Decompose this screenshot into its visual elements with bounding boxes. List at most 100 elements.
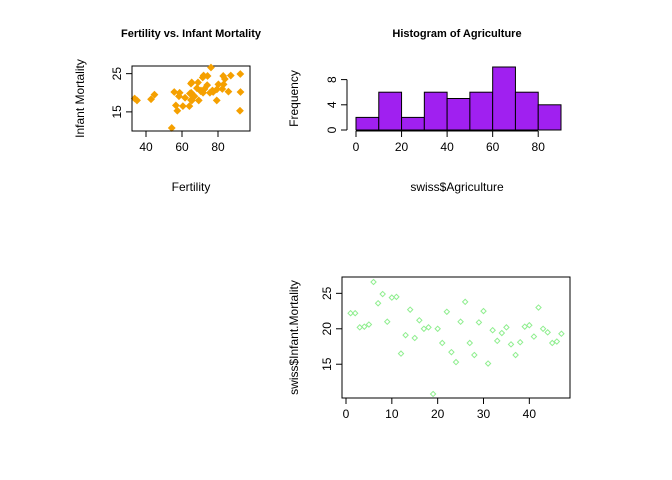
chart3-point	[548, 339, 556, 347]
chart3-point	[489, 326, 496, 334]
chart3-point	[484, 360, 492, 367]
chart3-point	[388, 294, 396, 301]
chart2-bar	[492, 66, 516, 131]
panel-infant-mortality-index: 0 10 20 30 40 15 20 25 swiss$Infant.Mortality	[287, 276, 571, 421]
chart3-point	[503, 324, 510, 331]
chart_data.2-x-tick-label: 40	[523, 407, 537, 421]
chart3-point	[471, 351, 478, 359]
chart1-point	[187, 96, 195, 104]
chart1-point	[219, 72, 228, 80]
chart_data.2-x-tick-label: 0	[343, 407, 350, 421]
chart3-point	[420, 325, 428, 333]
chart3-point	[383, 318, 391, 326]
chart3-point	[507, 341, 515, 348]
chart3-point	[516, 338, 524, 346]
chart_data.1-x-tick-label: 80	[532, 140, 546, 154]
chart3-point	[452, 358, 460, 366]
chart3-point	[461, 298, 469, 306]
chart2-bar	[446, 98, 471, 131]
chart1-point	[212, 96, 221, 105]
chart2-bar	[401, 116, 425, 131]
chart1-x-axis: 40 60 80	[139, 130, 225, 154]
chart_data.2-x-tick-label: 20	[431, 407, 445, 421]
chart3-x-axis: 0 10 20 30 40	[343, 397, 537, 421]
chart3-point	[425, 324, 432, 331]
chart3-point	[558, 330, 565, 338]
chart3-point	[365, 321, 373, 328]
chart2-bar	[423, 91, 448, 131]
chart_data.1-y-tick-label: 0	[325, 126, 339, 133]
chart1-point	[218, 85, 227, 93]
chart1-point	[150, 90, 159, 99]
chart3-point	[480, 307, 487, 315]
chart1-x-label: Fertility	[172, 180, 211, 194]
chart1-point	[226, 71, 235, 80]
chart3-point	[539, 325, 547, 333]
chart1-point	[147, 95, 155, 104]
chart1-point	[236, 70, 245, 78]
chart1-y-label: Infant Mortality	[73, 59, 87, 138]
chart1-point	[207, 63, 215, 72]
chart2-bar	[469, 91, 494, 131]
chart_data.0-x-tick-label: 60	[175, 140, 189, 154]
chart3-y-label: swiss$Infant.Mortality	[287, 280, 301, 395]
chart2-y-label: Frequency	[287, 70, 301, 127]
panel-fertility-scatter: Fertility vs. Infant Mortality 40 60 80 15…	[73, 28, 262, 194]
chart3-point	[429, 390, 437, 398]
chart1-point	[173, 106, 182, 115]
chart3-point	[521, 323, 529, 330]
chart1-point	[186, 89, 194, 98]
chart1-point	[185, 102, 194, 111]
chart1-point	[175, 88, 184, 97]
chart_data.2-y-tick-label: 15	[320, 357, 334, 371]
chart1-point	[194, 96, 203, 105]
chart1-point	[236, 88, 245, 96]
chart3-point	[347, 309, 354, 317]
chart1-point	[130, 94, 139, 103]
chart_data.1-x-tick-label: 60	[486, 140, 500, 154]
chart_data.2-y-tick-label: 20	[320, 322, 334, 336]
chart3-point	[493, 337, 501, 345]
chart2-bar	[355, 116, 380, 131]
chart1-point	[187, 78, 196, 87]
chart3-point	[374, 299, 382, 307]
chart_data.2-y-tick-label: 25	[320, 286, 334, 300]
chart_data.1-x-tick-label: 20	[395, 140, 409, 154]
chart1-point	[236, 106, 244, 115]
chart3-point	[438, 339, 446, 347]
chart3-point	[411, 334, 419, 342]
chart1-point	[167, 124, 176, 132]
chart1-point	[170, 88, 179, 96]
chart3-point	[544, 329, 551, 336]
chart_data.0-x-tick-label: 40	[139, 140, 153, 154]
chart_data.1-y-tick-label: 4	[325, 101, 339, 108]
chart2-y-axis: 0 4 8	[325, 76, 348, 133]
panel-agriculture-histogram: Histogram of Agriculture 0 20 40 60 80 0 4 8 s…	[287, 28, 562, 194]
chart2-bar	[537, 104, 562, 131]
chart1-point	[196, 87, 205, 96]
chart_data.0-y-tick-label: 25	[110, 67, 124, 81]
chart1-point	[194, 78, 202, 87]
chart_data.1-x-tick-label: 0	[353, 140, 360, 154]
chart3-y-axis: 15 20 25	[320, 286, 343, 371]
chart2-bar	[514, 91, 539, 131]
chart_data.2-x-tick-label: 30	[477, 407, 491, 421]
chart3-point	[526, 321, 533, 329]
chart3-point	[351, 309, 359, 317]
chart_data.1-x-tick-label: 40	[440, 140, 454, 154]
chart3-point	[466, 339, 474, 347]
chart3-point	[361, 323, 368, 330]
chart3-point	[535, 304, 542, 311]
chart1-point	[213, 85, 221, 94]
chart1-point	[171, 101, 180, 110]
chart1-point	[198, 73, 207, 82]
chart3-point	[356, 324, 364, 331]
chart3-point	[379, 290, 386, 298]
chart1-point	[193, 84, 201, 93]
chart3-point	[393, 293, 400, 301]
chart_data.0-y-tick-label: 15	[110, 105, 124, 119]
chart3-point	[434, 325, 441, 333]
chart1-point	[203, 81, 212, 90]
